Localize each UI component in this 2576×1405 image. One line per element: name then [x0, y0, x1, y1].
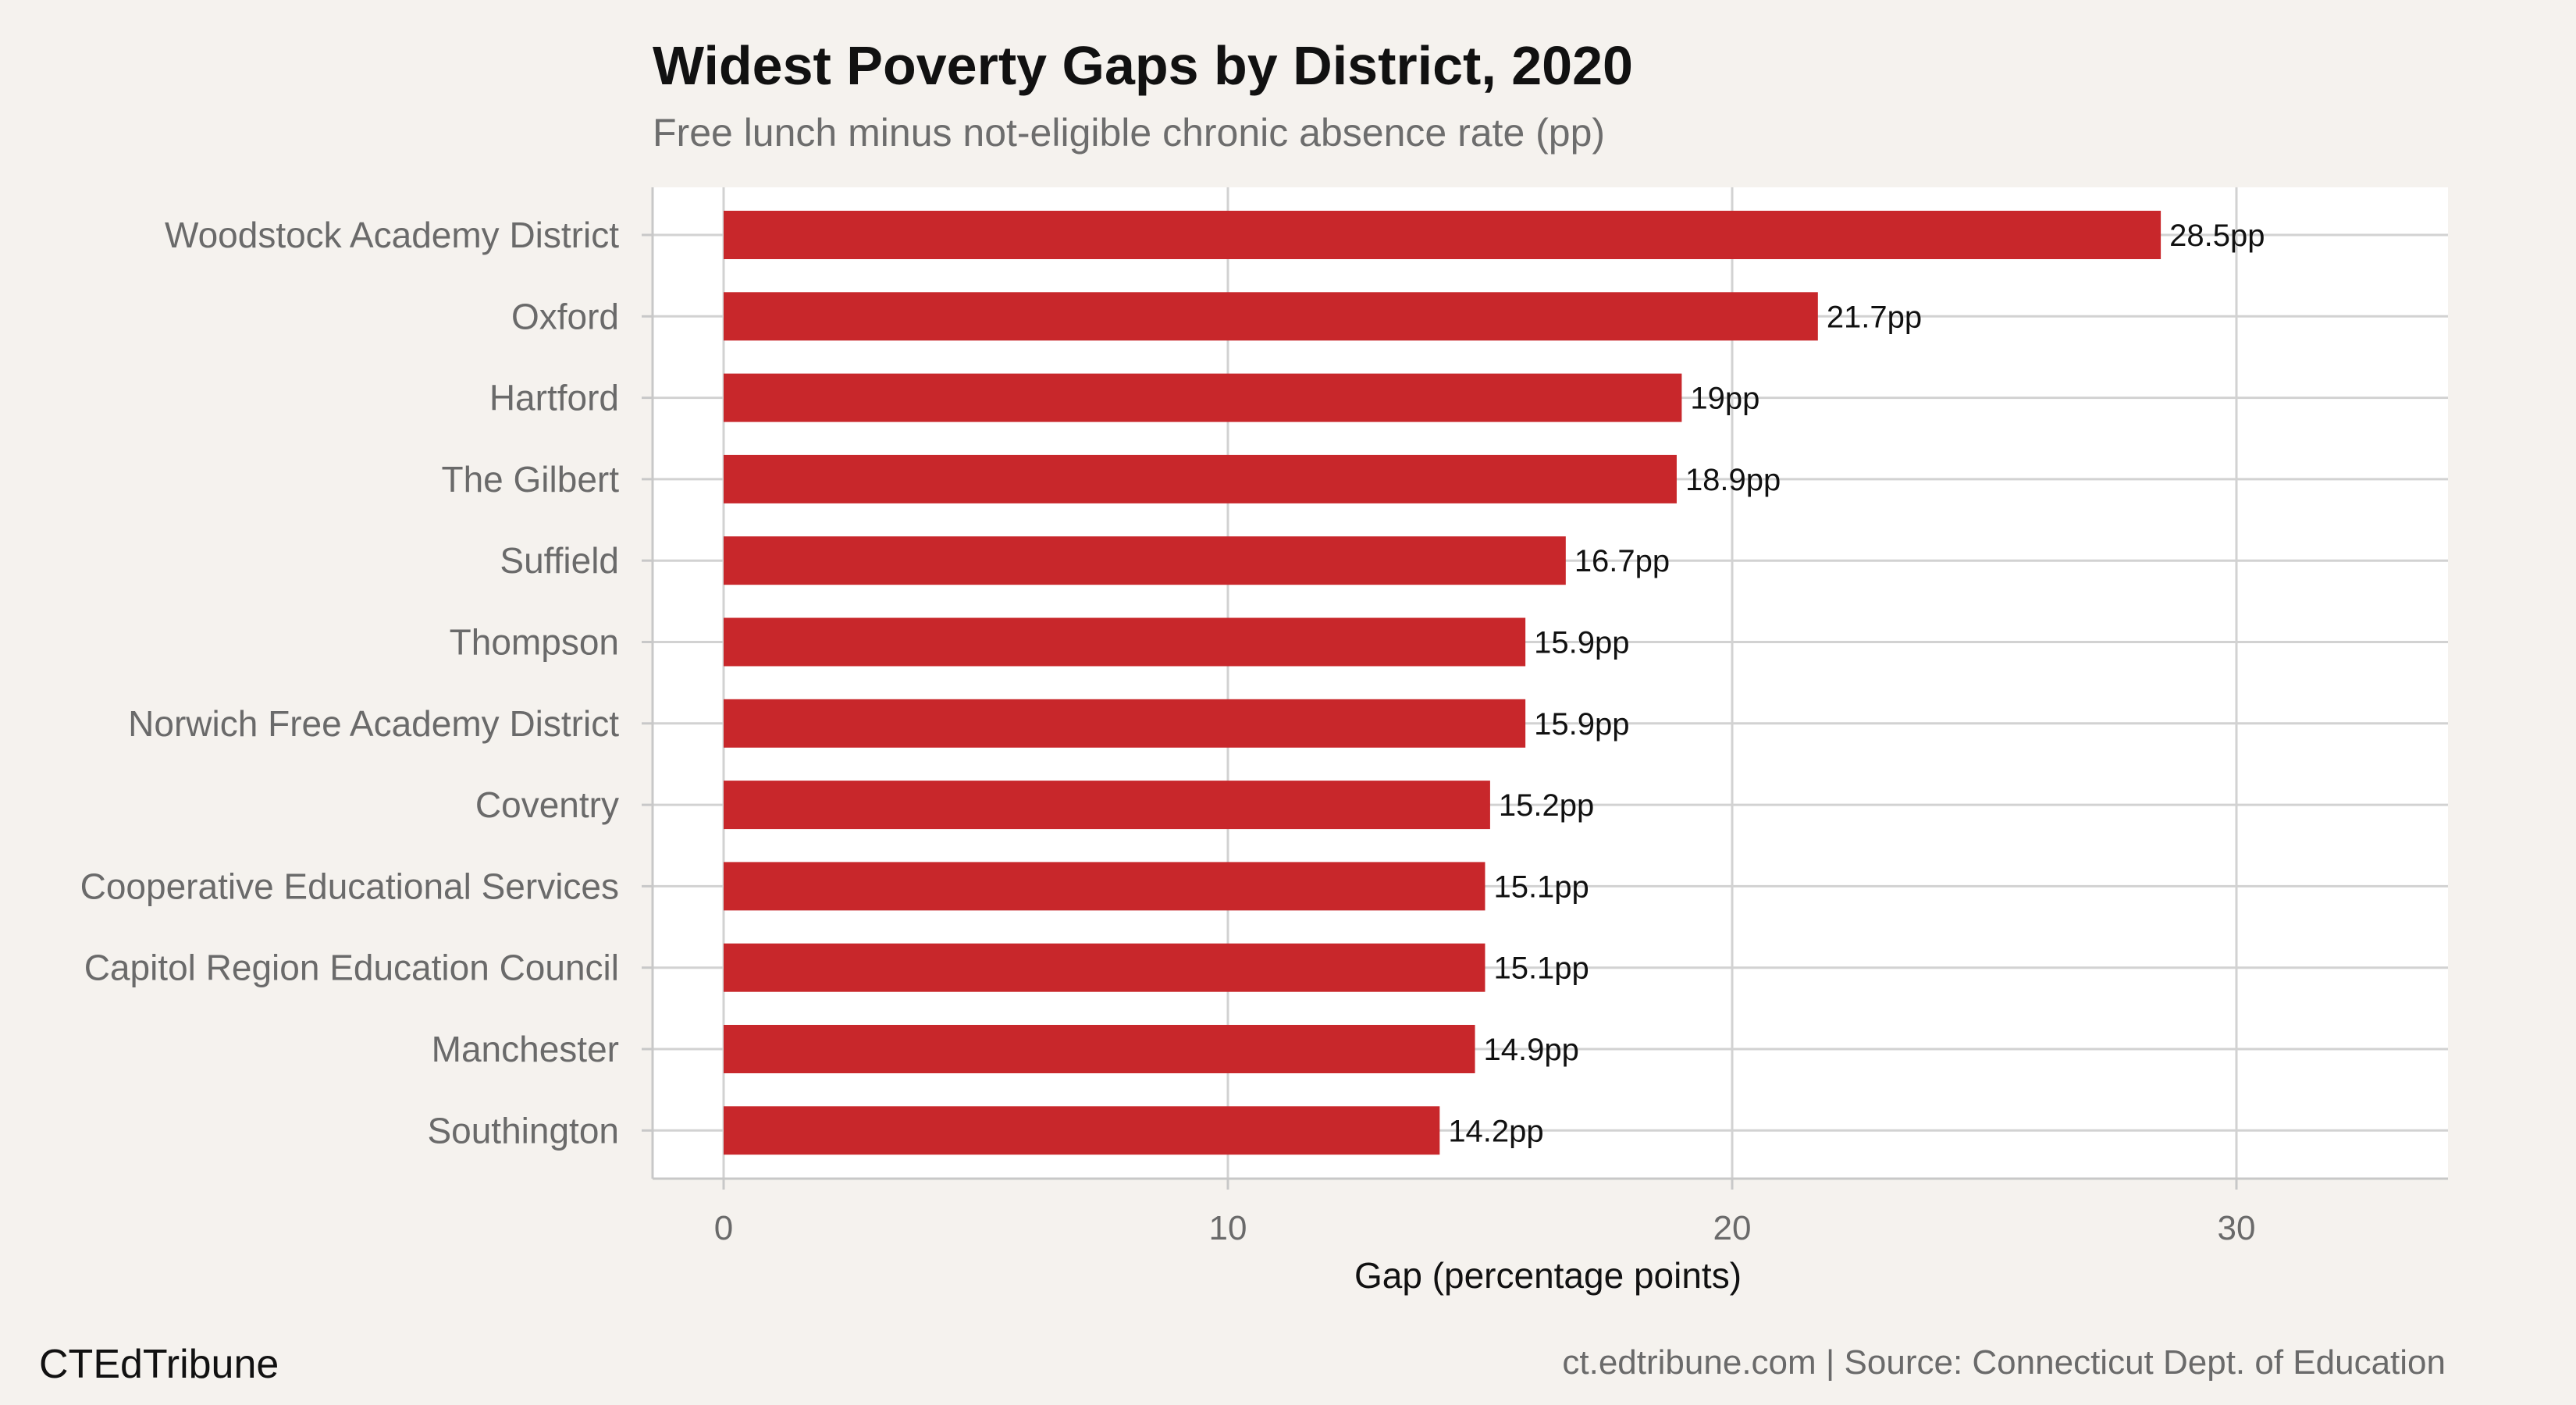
category-label: Manchester — [432, 1029, 619, 1069]
x-tick-label: 0 — [714, 1209, 733, 1247]
chart-title: Widest Poverty Gaps by District, 2020 — [653, 35, 1633, 96]
category-label: Thompson — [450, 622, 619, 663]
bar — [724, 1025, 1475, 1073]
plot-background — [653, 187, 2448, 1179]
chart-subtitle: Free lunch minus not-eligible chronic ab… — [653, 111, 1605, 155]
bar — [724, 1106, 1440, 1155]
bar — [724, 454, 1677, 503]
bar-value-label: 15.1pp — [1493, 951, 1589, 986]
x-tick-label: 10 — [1209, 1209, 1247, 1247]
category-label: Suffield — [500, 540, 619, 581]
data-labels: 28.5pp 21.7pp 19pp 18.9pp 16.7pp 15.9pp 15.9pp… — [1448, 219, 2265, 1148]
x-axis-title: Gap (percentage points) — [1354, 1255, 1742, 1296]
x-axis-ticks: 0 10 20 30 — [714, 1179, 2256, 1247]
source-note: ct.edtribune.com | Source: Connecticut D… — [1562, 1343, 2446, 1382]
brand-name: CTEdTribune — [39, 1342, 279, 1387]
bar-value-label: 15.2pp — [1499, 788, 1594, 823]
category-label: Capitol Region Education Council — [84, 948, 619, 988]
bar-value-label: 28.5pp — [2169, 219, 2265, 253]
category-label: Southington — [427, 1110, 619, 1151]
bar — [724, 781, 1490, 830]
bar — [724, 292, 1818, 341]
bar-value-label: 14.9pp — [1484, 1033, 1579, 1067]
category-labels: Woodstock Academy District Oxford Hartford… — [80, 215, 620, 1151]
bar — [724, 536, 1566, 585]
bar-value-label: 15.1pp — [1493, 870, 1589, 904]
bar — [724, 943, 1485, 992]
bar — [724, 373, 1682, 422]
bar-value-label: 15.9pp — [1534, 707, 1629, 742]
category-label: Oxford — [511, 296, 619, 336]
category-label: Coventry — [475, 784, 619, 825]
bar-value-label: 15.9pp — [1534, 626, 1629, 660]
bar-value-label: 19pp — [1690, 382, 1759, 416]
category-label: Woodstock Academy District — [165, 215, 619, 255]
bar — [724, 699, 1526, 748]
category-label: Norwich Free Academy District — [128, 703, 619, 744]
x-tick-label: 30 — [2218, 1209, 2256, 1247]
bar-value-label: 18.9pp — [1685, 463, 1781, 497]
bar — [724, 862, 1485, 911]
category-label: Cooperative Educational Services — [80, 866, 619, 906]
bars — [724, 211, 2161, 1155]
bar-value-label: 16.7pp — [1574, 544, 1670, 578]
bar-value-label: 14.2pp — [1448, 1114, 1543, 1148]
bar-value-label: 21.7pp — [1827, 300, 1922, 334]
bar — [724, 211, 2161, 259]
category-label: The Gilbert — [441, 459, 619, 500]
category-label: Hartford — [489, 378, 619, 418]
x-tick-label: 20 — [1713, 1209, 1752, 1247]
bar — [724, 617, 1526, 667]
